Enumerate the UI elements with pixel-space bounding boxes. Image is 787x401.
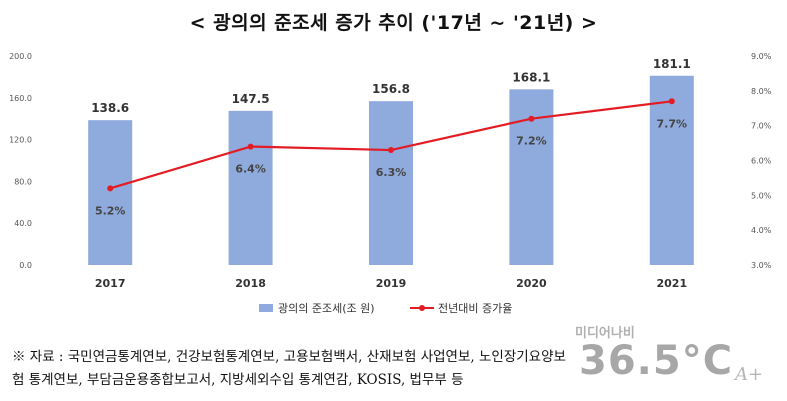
line-point <box>528 115 535 122</box>
line-value-label: 6.4% <box>235 163 266 176</box>
bar <box>228 110 273 265</box>
source-line-2: 험 통계연보, 부담금운용종합보고서, 지방세외수입 통계연감, KOSIS, … <box>12 372 464 388</box>
right-tick-label: 7.0% <box>751 122 772 131</box>
bar <box>649 75 694 265</box>
left-tick-label: 0.0 <box>19 261 32 270</box>
line-point <box>107 185 114 192</box>
left-tick-label: 40.0 <box>14 219 32 228</box>
bar <box>369 101 413 265</box>
right-tick-label: 9.0% <box>751 52 772 61</box>
x-tick-label: 2017 <box>95 277 126 290</box>
line-point <box>668 98 675 105</box>
source-note: ※ 자료 : 국민연금통계연보, 건강보험통계연보, 고용보험백서, 산재보험 … <box>12 346 782 392</box>
left-tick-label: 120.0 <box>9 136 32 145</box>
legend-line-label: 전년대비 증가율 <box>438 302 512 315</box>
legend: 광의의 준조세(조 원) 전년대비 증가율 <box>259 302 512 315</box>
left-tick-label: 200.0 <box>9 52 32 61</box>
legend-bar-label: 광의의 준조세(조 원) <box>278 302 375 315</box>
x-tick-label: 2019 <box>376 277 407 290</box>
line-value-label: 6.3% <box>376 166 407 179</box>
bar-value-label: 168.1 <box>512 70 550 84</box>
legend-bar-swatch <box>259 304 273 312</box>
line-point <box>247 143 254 150</box>
line-value-label: 7.2% <box>516 135 547 148</box>
line-series: 5.2% 6.4% 6.3% 7.2% 7.7% <box>95 98 687 217</box>
right-tick-label: 5.0% <box>751 191 772 200</box>
left-axis-ticks: 0.0 40.0 80.0 120.0 160.0 200.0 <box>9 52 32 270</box>
line-value-label: 7.7% <box>657 117 688 130</box>
bar-value-label: 181.1 <box>653 57 691 71</box>
bar-value-label: 138.6 <box>91 101 129 115</box>
right-tick-label: 8.0% <box>751 87 772 96</box>
chart-title: < 광의의 준조세 증가 추이 ('17년 ~ '21년) > <box>189 12 598 34</box>
bar-value-label: 156.8 <box>372 82 410 96</box>
right-axis-ticks: 3.0% 4.0% 5.0% 6.0% 7.0% 8.0% 9.0% <box>751 52 772 270</box>
x-axis-ticks: 2017 2018 2019 2020 2021 <box>95 277 687 290</box>
left-tick-label: 160.0 <box>9 94 32 103</box>
x-tick-label: 2021 <box>656 277 687 290</box>
line-point <box>388 147 394 154</box>
bar <box>88 120 133 266</box>
line-value-label: 5.2% <box>95 204 126 217</box>
bar-series: 138.6 147.5 156.8 168.1 181.1 <box>88 57 694 266</box>
left-tick-label: 80.0 <box>14 177 32 186</box>
source-line-1: ※ 자료 : 국민연금통계연보, 건강보험통계연보, 고용보험백서, 산재보험 … <box>12 349 566 365</box>
bar-value-label: 147.5 <box>232 92 270 106</box>
combo-chart: 0.0 40.0 80.0 120.0 160.0 200.0 3.0% 4.0% 5.0% 6… <box>9 52 772 315</box>
legend-line-marker <box>419 305 425 311</box>
x-tick-label: 2018 <box>235 277 266 290</box>
right-tick-label: 3.0% <box>751 261 772 270</box>
right-tick-label: 4.0% <box>751 226 772 235</box>
x-tick-label: 2020 <box>516 277 547 290</box>
right-tick-label: 6.0% <box>751 157 772 166</box>
